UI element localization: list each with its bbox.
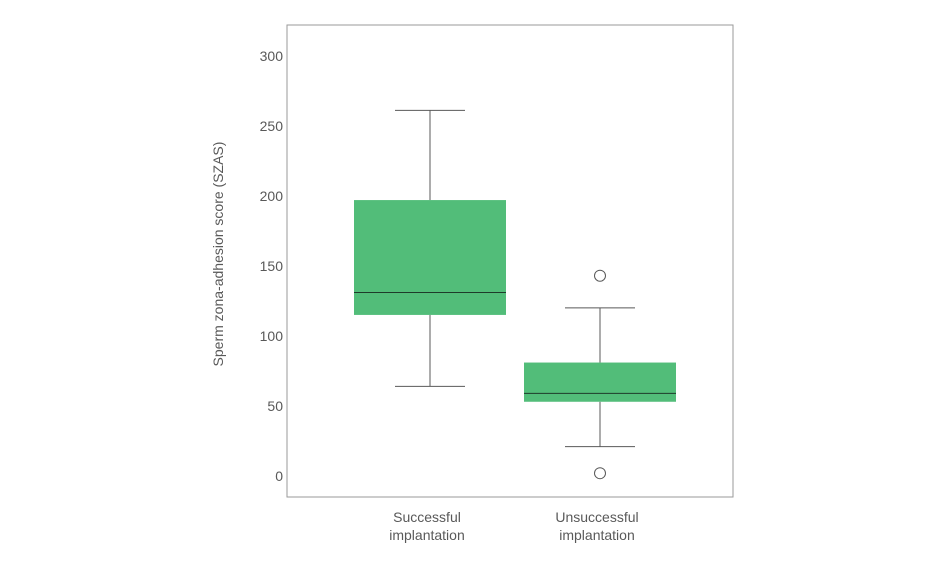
interquartile-box [354, 200, 506, 315]
outlier-point [594, 269, 606, 282]
y-tick-label: 0 [275, 468, 283, 484]
y-tick-label: 200 [260, 188, 284, 204]
x-axis-categories: Successful implantation Unsuccessful implan… [389, 509, 638, 543]
box-group [354, 109, 506, 387]
x-category-label: implantation [559, 527, 635, 543]
x-category-label: Unsuccessful [555, 509, 638, 525]
box-series [354, 109, 676, 480]
y-tick-label: 300 [260, 48, 284, 64]
plot-frame [286, 24, 734, 498]
interquartile-box [524, 362, 676, 402]
outlier-point [594, 467, 606, 480]
y-axis-ticks: 0 50 100 150 200 250 300 [260, 48, 284, 484]
y-tick-label: 50 [267, 398, 283, 414]
x-category-label: implantation [389, 527, 465, 543]
x-category-label: Successful [393, 509, 461, 525]
box-group [524, 269, 676, 480]
y-tick-label: 250 [260, 118, 284, 134]
y-tick-label: 100 [260, 328, 284, 344]
y-tick-label: 150 [260, 258, 284, 274]
y-axis-title: Sperm zona-adhesion score (SZAS) [210, 142, 226, 367]
